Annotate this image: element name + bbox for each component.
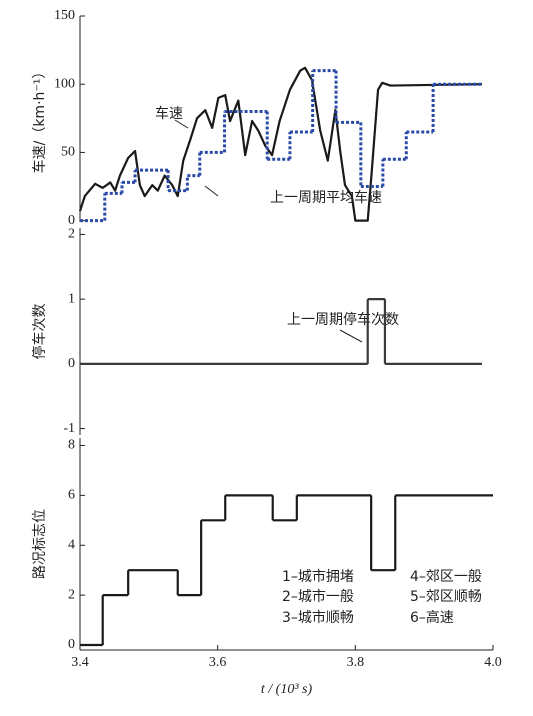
y-tick-label: 4 <box>68 537 75 552</box>
y-tick-label: 0 <box>68 637 75 652</box>
speed-line <box>78 66 483 222</box>
x-tick-label: 3.4 <box>71 655 89 670</box>
annotation-leader <box>174 119 189 129</box>
y-tick-label: 50 <box>61 145 75 160</box>
annotation: 上一周期平均车速 <box>270 189 382 206</box>
y-tick-label: 2 <box>68 587 75 602</box>
y-tick-label: 1 <box>68 291 75 306</box>
x-tick-label: 3.6 <box>209 655 227 670</box>
x-tick-label: 4.0 <box>484 655 502 670</box>
y-tick-label: 6 <box>68 488 75 503</box>
y-tick-label: 150 <box>54 8 75 23</box>
y-axis-label: 停车次数 <box>31 304 48 360</box>
annotation: 3–城市顺畅 <box>282 609 354 626</box>
annotation-leader <box>204 185 219 197</box>
x-axis-label: t / (10³ s) <box>261 682 313 697</box>
annotation-leader <box>339 329 363 343</box>
annotation: 4–郊区一般 <box>410 568 482 585</box>
annotation: 5–郊区顺畅 <box>410 588 482 605</box>
x-tick-label: 3.8 <box>347 655 365 670</box>
annotation: 6–高速 <box>410 609 454 626</box>
y-tick-label: 0 <box>68 356 75 371</box>
y-axis-label: 车速/（km·h⁻¹） <box>31 65 48 174</box>
y-axis-label: 路况标志位 <box>32 509 48 579</box>
annotation: 车速 <box>155 105 183 122</box>
annotation: 1–城市拥堵 <box>282 568 354 585</box>
annotation: 2–城市一般 <box>282 588 354 605</box>
annotation: 上一周期停车次数 <box>287 311 399 328</box>
y-tick-label: 2 <box>68 227 75 242</box>
y-tick-label: 100 <box>54 76 75 91</box>
y-tick-label: 0 <box>68 213 75 228</box>
y-tick-label: 8 <box>68 438 75 453</box>
y-tick-label: -1 <box>63 421 75 436</box>
